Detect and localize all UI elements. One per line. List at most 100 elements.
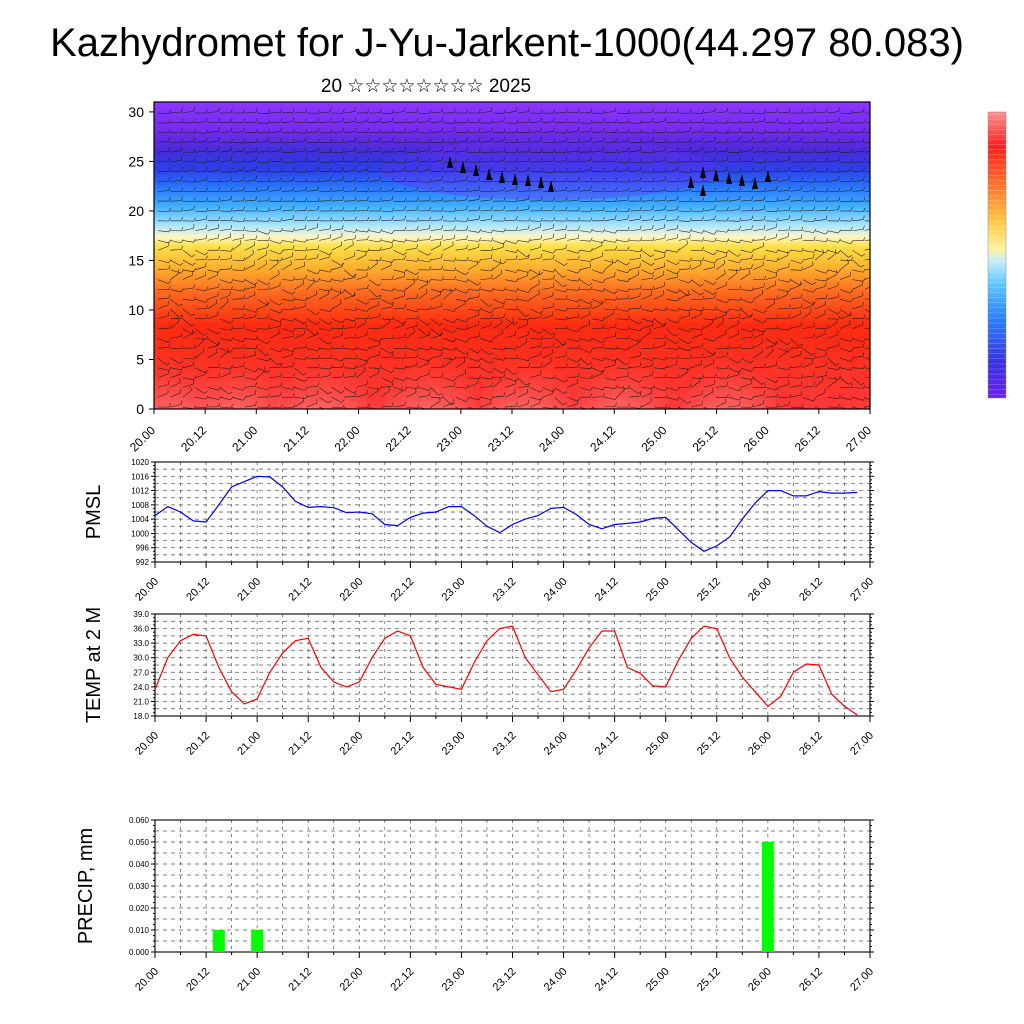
wind-barb-feather [180,332,183,337]
wind-barb [802,357,814,359]
wind-barb [517,121,529,124]
wind-barb [517,298,529,302]
wind-barb-feather [303,321,308,325]
wind-barb [715,333,727,339]
wind-barb-feather [776,325,779,330]
wind-barb-feather [230,109,233,113]
wind-barb-feather [503,356,506,361]
wind-barb [281,161,293,163]
wind-barb [430,131,442,133]
wind-barb-feather [712,387,714,392]
wind-barb [319,228,331,231]
wind-barb [579,259,591,262]
wind-barb-feather [677,195,679,200]
wind-barb [815,313,826,320]
wind-barb [343,308,355,311]
wind-barb-feather [230,187,233,192]
wind-barb-feather [168,339,172,343]
wind-barb [765,387,777,391]
wind-barb-feather [540,136,543,141]
wind-barb [542,249,554,254]
wind-barb [567,382,578,388]
wind-barb-feather [193,157,196,162]
wind-barb [381,356,393,359]
wind-barb-feather [676,261,680,265]
wind-barb [182,259,193,266]
wind-barb-feather [838,175,840,180]
wind-barb-feather [280,185,282,190]
wind-barb [257,220,269,222]
wind-barb [182,357,194,360]
wind-barb-feather [652,384,655,389]
wind-barb [319,396,329,404]
wind-barb [443,385,455,388]
wind-barb [170,269,181,274]
wind-barb-feather [751,238,754,243]
wind-barb [728,405,740,408]
wind-barb-feather [689,147,692,152]
wind-barb-feather [404,401,406,406]
wind-barb [418,228,430,231]
wind-barb [455,328,467,330]
wind-barb-feather [528,157,531,162]
wind-barb [505,170,517,173]
wind-barb-feather [441,225,443,230]
wind-barb-feather [622,385,625,390]
wind-barb [753,239,765,241]
wind-barb [455,373,466,378]
wind-barb-feather [391,335,395,339]
wind-barb [715,263,726,271]
wind-barb [157,268,169,271]
wind-barb [393,318,404,325]
wind-barb [802,347,812,356]
wind-barb [740,357,751,364]
wind-barb [517,275,528,280]
wind-barb-feather [639,392,642,397]
wind-barb-feather [525,383,530,386]
wind-barb [591,230,603,233]
wind-barb-feather [615,385,618,389]
wind-barb [455,209,467,212]
x-tick-label: 27.00 [848,966,876,994]
wind-barb-feather [181,118,184,123]
wind-barb [579,140,591,143]
wind-barb-feather [714,306,717,311]
wind-barb-feather [490,107,493,112]
wind-barb-feather [255,228,258,232]
wind-barb-feather [565,352,567,357]
wind-barb-feather [602,206,605,211]
wind-barb [170,170,182,173]
wind-barb [219,258,231,261]
wind-barb-feather [850,177,853,182]
wind-barb-feather [577,217,580,222]
wind-barb [331,318,342,324]
wind-barb-feather [243,324,245,329]
wind-barb-feather [615,306,618,311]
wind-barb-feather [228,391,233,395]
wind-barb [443,245,454,251]
wind-barb-feather [876,384,877,388]
wind-barb [542,151,554,153]
wind-barb-feather [714,316,717,321]
wind-barb-feather [329,117,332,122]
wind-barb [418,150,430,153]
wind-barb-feather [526,254,530,258]
wind-barb-feather [501,318,503,324]
wind-barb [616,308,628,312]
wind-barb [443,170,455,173]
wind-barb-feather [677,129,680,133]
wind-barb [232,375,244,378]
wind-barb-feather [763,187,767,192]
wind-barb [232,338,243,342]
wind-barb-feather [639,119,643,124]
wind-barb [418,387,429,391]
wind-barb [715,240,727,243]
wind-barb [306,170,318,173]
wind-barb [554,190,566,192]
wind-barb-feather [639,206,642,211]
wind-barb [368,289,378,298]
wind-barb-feather [305,206,307,211]
wind-barb [157,304,169,310]
wind-barb [802,249,814,253]
